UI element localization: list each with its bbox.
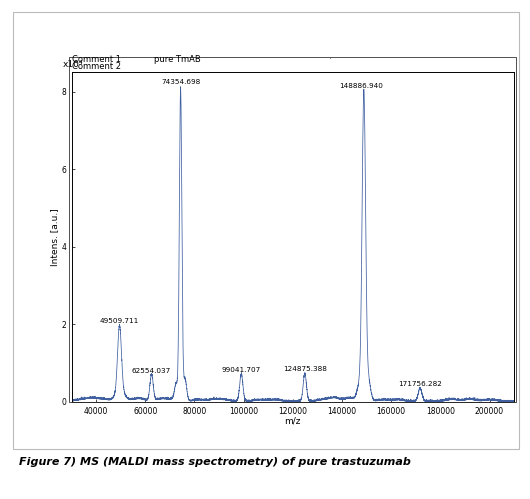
Y-axis label: Intens. [a.u.]: Intens. [a.u.] (50, 208, 59, 266)
Text: Comment 1: Comment 1 (72, 55, 120, 64)
Text: ·: · (329, 54, 332, 64)
Text: 74354.698: 74354.698 (161, 79, 200, 85)
X-axis label: m/z: m/z (285, 417, 301, 426)
Text: Figure 7) MS (MALDI mass spectrometry) of pure trastuzumab: Figure 7) MS (MALDI mass spectrometry) o… (19, 457, 410, 467)
Text: 99041.707: 99041.707 (222, 367, 261, 373)
Text: pure TmAB: pure TmAB (154, 55, 200, 64)
Text: 148886.940: 148886.940 (339, 83, 383, 89)
Text: 62554.037: 62554.037 (132, 368, 171, 374)
Text: 49509.711: 49509.711 (100, 318, 139, 324)
Text: x10⁴: x10⁴ (63, 60, 83, 69)
Text: 124875.388: 124875.388 (283, 366, 327, 372)
Text: 171756.282: 171756.282 (398, 381, 442, 387)
Text: Comment 2: Comment 2 (72, 62, 120, 71)
